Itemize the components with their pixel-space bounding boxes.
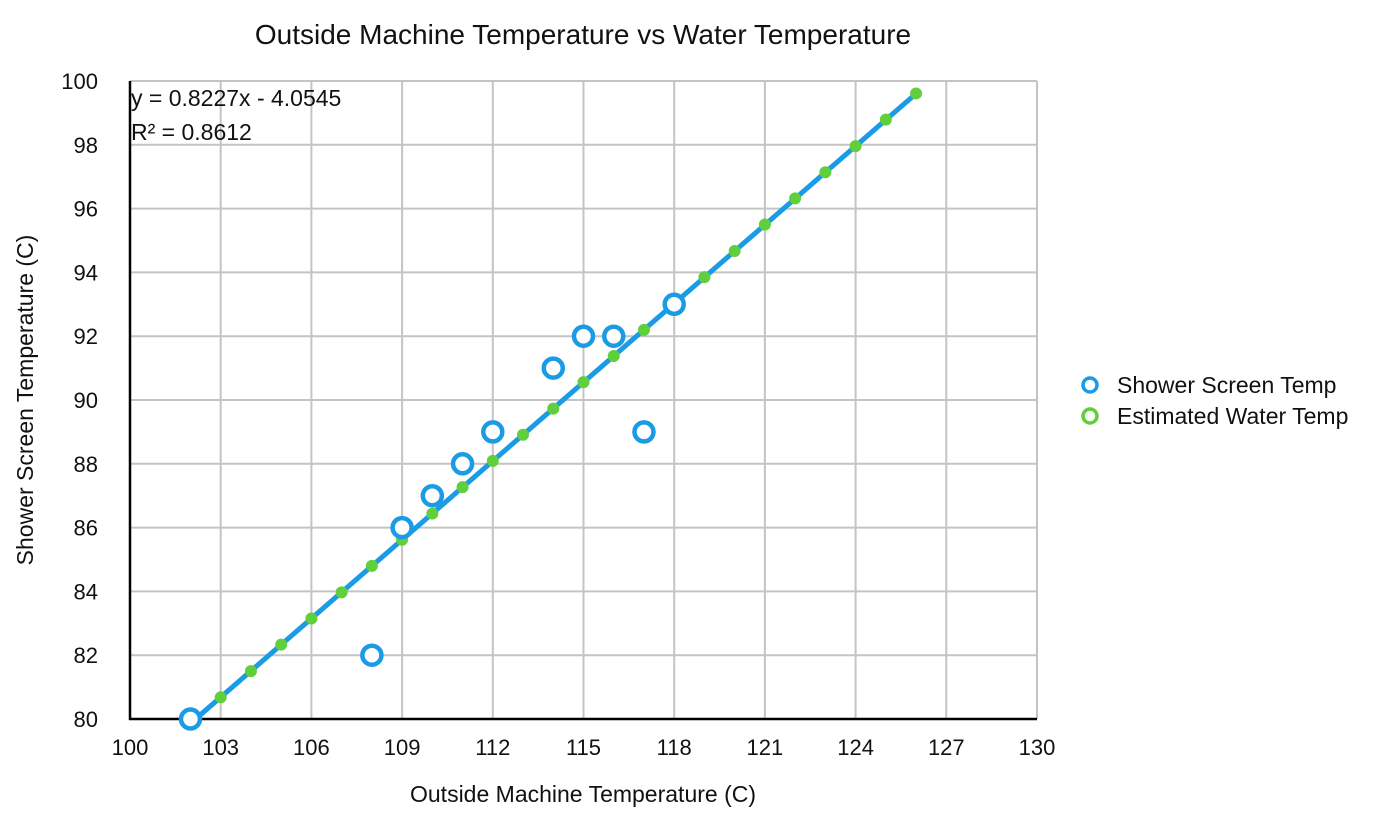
x-tick-label: 109	[384, 735, 421, 760]
y-tick-label: 92	[74, 324, 98, 349]
data-point	[910, 87, 923, 100]
data-point	[662, 292, 686, 317]
data-point	[541, 356, 566, 380]
data-point	[547, 402, 560, 415]
x-tick-label: 121	[747, 735, 784, 760]
data-point	[481, 420, 505, 444]
y-tick-label: 96	[74, 197, 98, 222]
series-shower-screen-temp	[178, 292, 686, 731]
y-tick-label: 88	[74, 452, 98, 477]
grid	[129, 80, 1038, 720]
data-point	[789, 192, 802, 205]
data-point	[577, 376, 590, 389]
data-point	[879, 113, 892, 126]
data-point	[632, 420, 656, 444]
trendline-r-squared: R² = 0.8612	[131, 119, 252, 145]
y-tick-label: 80	[74, 707, 98, 732]
data-point	[849, 140, 862, 153]
x-tick-label: 115	[566, 735, 601, 760]
legend-label: Shower Screen Temp	[1117, 372, 1336, 398]
y-tick-label: 98	[74, 133, 98, 158]
data-point	[758, 218, 771, 231]
data-point	[517, 428, 530, 441]
y-tick-label: 100	[61, 69, 98, 94]
x-tick-label: 124	[837, 735, 874, 760]
data-point	[420, 483, 445, 508]
legend-marker	[1081, 407, 1099, 425]
data-point	[426, 507, 439, 520]
axes	[128, 81, 1037, 721]
legend-item: Shower Screen Temp	[1081, 372, 1336, 398]
x-tick-label: 103	[202, 735, 239, 760]
y-axis-label: Shower Screen Temperature (C)	[12, 235, 38, 566]
y-tick-label: 82	[74, 643, 98, 668]
data-point	[607, 349, 620, 362]
data-point	[486, 454, 499, 467]
x-tick-label: 130	[1019, 735, 1056, 760]
data-point	[637, 323, 650, 336]
data-point	[456, 481, 469, 494]
data-point	[335, 586, 348, 599]
data-point	[819, 166, 832, 179]
y-tick-label: 84	[74, 579, 98, 604]
x-tick-label: 100	[112, 735, 149, 760]
legend: Shower Screen Temp Estimated Water Temp	[1081, 372, 1348, 429]
data-point	[365, 559, 378, 572]
x-tick-label: 106	[293, 735, 330, 760]
chart-title: Outside Machine Temperature vs Water Tem…	[255, 19, 911, 50]
y-tick-label: 86	[74, 516, 98, 541]
x-tick-label: 118	[657, 735, 692, 760]
x-tick-labels: 100 103 106 109 112 115 118 121 124 127 130	[112, 735, 1056, 760]
data-point	[214, 691, 227, 704]
y-tick-labels: 80 82 84 86 88 90 92 94 96 98 100	[61, 69, 98, 732]
data-point	[390, 515, 414, 540]
data-point	[450, 452, 475, 476]
series-layer	[178, 87, 923, 731]
data-point	[728, 245, 741, 258]
trendline-equation: y = 0.8227x - 4.0545	[131, 85, 341, 111]
data-point	[601, 324, 626, 348]
x-tick-label: 112	[475, 735, 510, 760]
x-axis-label: Outside Machine Temperature (C)	[410, 781, 756, 807]
legend-item: Estimated Water Temp	[1081, 403, 1348, 429]
y-tick-label: 94	[74, 260, 98, 285]
x-tick-label: 127	[928, 735, 965, 760]
data-point	[275, 638, 288, 651]
data-point	[571, 324, 596, 348]
data-point	[698, 271, 711, 284]
y-tick-label: 90	[74, 388, 98, 413]
legend-label: Estimated Water Temp	[1117, 403, 1348, 429]
data-point	[178, 707, 203, 731]
legend-marker	[1081, 376, 1099, 394]
data-point	[244, 665, 257, 678]
data-point	[305, 612, 318, 625]
data-point	[360, 643, 384, 667]
